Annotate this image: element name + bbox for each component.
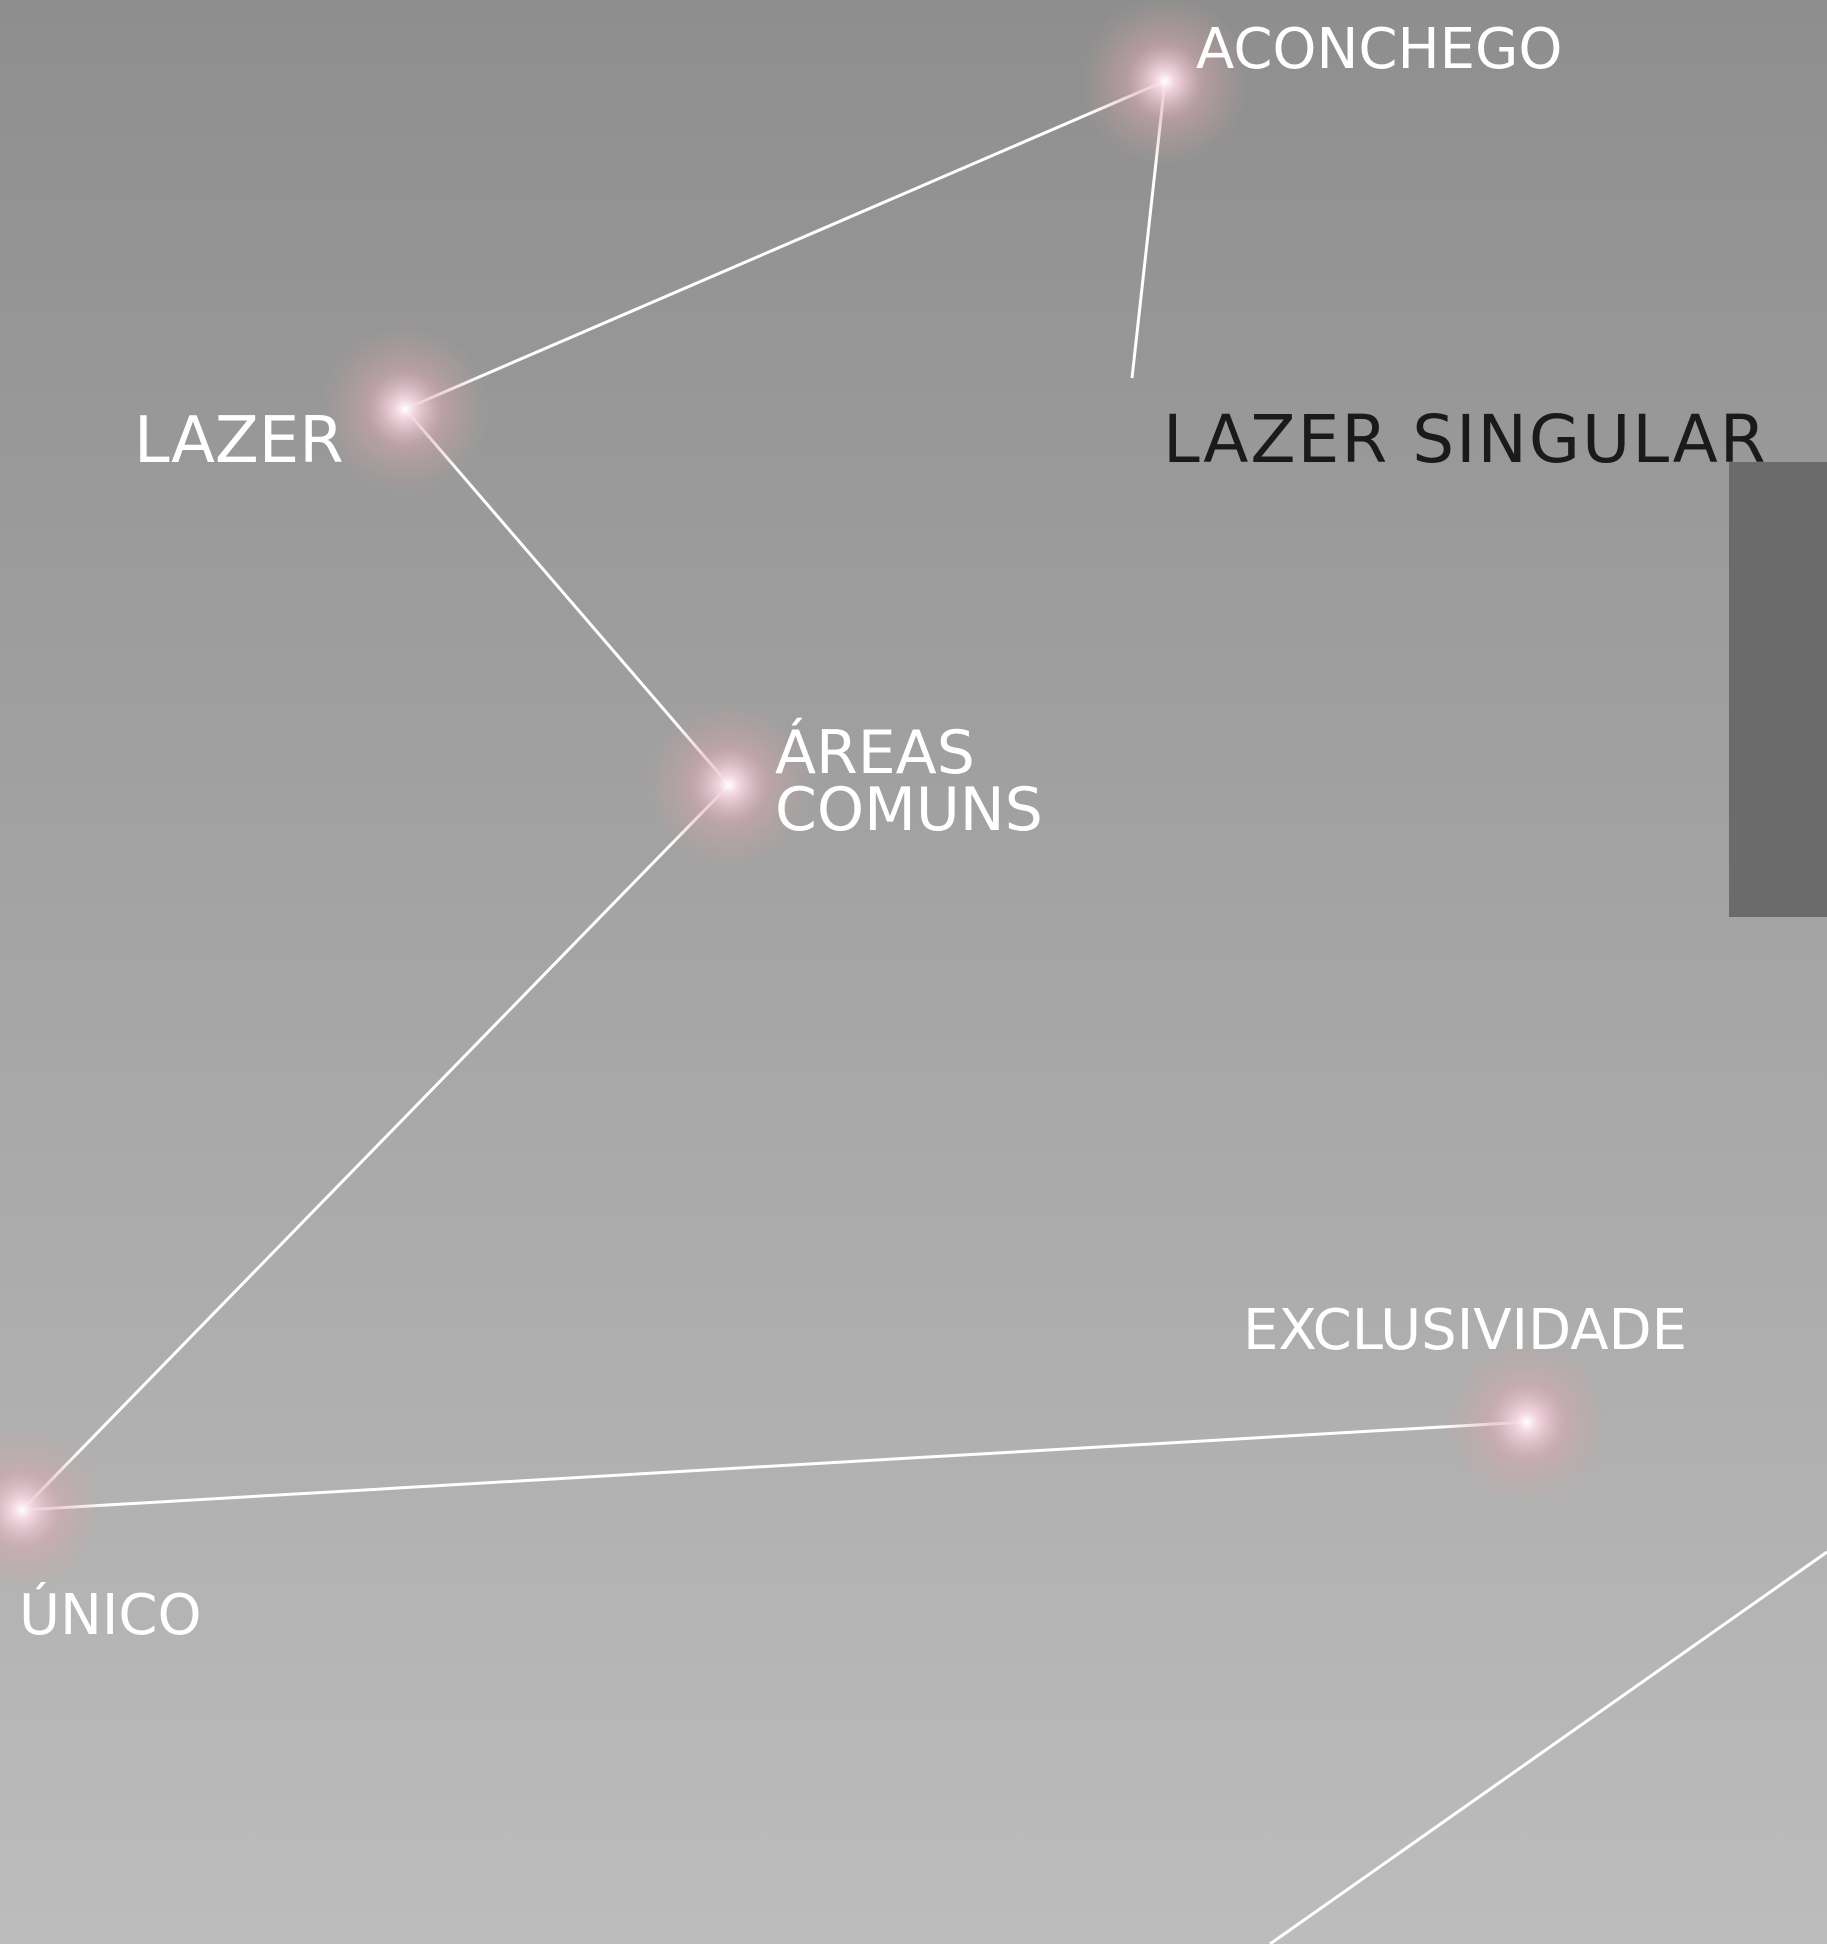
star	[320, 324, 490, 494]
label: ÁREAS	[775, 717, 975, 788]
label: ÚNICO	[19, 1583, 202, 1648]
label: ACONCHEGO	[1196, 17, 1562, 82]
dark-panel	[1729, 462, 1827, 917]
stars	[0, 0, 1612, 1595]
label: COMUNS	[775, 775, 1043, 845]
label: EXCLUSIVIDADE	[1243, 1298, 1687, 1363]
title: LAZER SINGULAR	[1163, 401, 1768, 478]
star	[0, 1425, 107, 1595]
star	[1442, 1337, 1612, 1507]
label: LAZER	[134, 404, 344, 478]
star	[644, 700, 814, 870]
star	[1080, 0, 1250, 166]
constellation-line	[1269, 1550, 1827, 1944]
